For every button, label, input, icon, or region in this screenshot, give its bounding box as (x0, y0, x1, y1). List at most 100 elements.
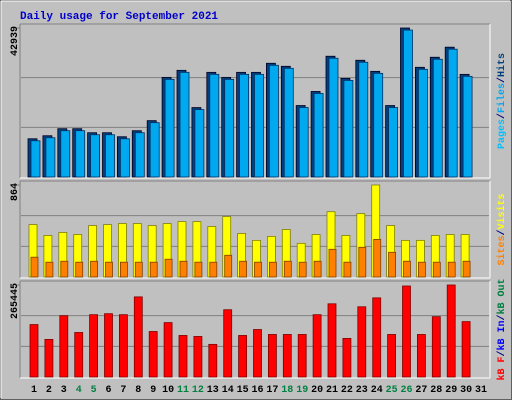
x-tick-label: 25 (386, 385, 398, 396)
bar (447, 48, 458, 178)
bar (447, 261, 456, 278)
x-tick-label: 30 (460, 385, 472, 396)
bar (417, 261, 426, 278)
legend-entry: kB F (496, 357, 508, 381)
bar (178, 335, 188, 378)
bar (223, 309, 233, 378)
x-tick-label: 12 (192, 385, 204, 396)
bar (149, 122, 160, 178)
bar (74, 332, 84, 378)
x-tick-label: 27 (415, 385, 427, 396)
bar (209, 261, 218, 278)
bar (238, 335, 248, 378)
bar (253, 329, 262, 378)
bar (268, 261, 277, 278)
bar (208, 343, 218, 378)
bar (105, 261, 113, 278)
bar (313, 260, 322, 278)
x-tick-label: 29 (445, 385, 457, 396)
x-tick-label: 5 (91, 385, 97, 396)
bar (372, 297, 382, 378)
bar (388, 251, 397, 278)
bar (75, 130, 86, 178)
bar (357, 306, 367, 378)
bar (194, 261, 203, 278)
legend-separator: / (496, 314, 508, 320)
bar (313, 93, 324, 178)
bar (193, 336, 203, 378)
bar (446, 284, 456, 378)
x-tick-label: 31 (475, 385, 487, 396)
bar (283, 67, 294, 178)
bar (44, 339, 54, 378)
x-tick-label: 19 (296, 385, 308, 396)
bar (343, 261, 352, 278)
bar (224, 78, 235, 178)
bar (134, 132, 145, 178)
bar (30, 256, 39, 278)
bar (164, 78, 175, 178)
x-tick-label: 15 (237, 385, 249, 396)
bar (254, 261, 262, 278)
legend-entry: Hits (496, 53, 508, 77)
bar (432, 261, 441, 278)
bar (267, 334, 277, 378)
x-tick-label: 18 (281, 385, 293, 396)
x-tick-label: 16 (251, 385, 263, 396)
bar (164, 258, 173, 278)
legend-separator: / (496, 351, 508, 357)
x-tick-label: 28 (430, 385, 442, 396)
x-tick-label: 7 (120, 385, 126, 396)
bar (403, 260, 411, 278)
legend: Sites/Visits (496, 193, 508, 265)
bar (120, 261, 128, 278)
bar (90, 134, 100, 178)
legend-entry: Visits (496, 193, 508, 229)
legend-entry: Files (496, 83, 508, 113)
bar (283, 260, 292, 278)
y-tick-label: 265445 (10, 283, 21, 319)
x-tick-label: 10 (162, 385, 174, 396)
bar (163, 322, 173, 378)
bar (358, 61, 369, 178)
bar (268, 64, 279, 178)
bar (30, 140, 41, 178)
bar (312, 314, 322, 378)
bar (224, 254, 233, 278)
bar (60, 260, 69, 278)
x-tick-label: 22 (341, 385, 353, 396)
bar (209, 73, 220, 178)
legend-entry: kB In (496, 320, 508, 350)
x-tick-label: 21 (326, 385, 338, 396)
legend: kB F/kB In/kB Out (496, 278, 508, 380)
x-tick-label: 2 (46, 385, 52, 396)
x-tick-label: 4 (76, 385, 82, 396)
legend-entry: kB Out (496, 278, 508, 314)
bar (104, 313, 113, 378)
bar (120, 138, 130, 178)
bar (327, 303, 337, 378)
bar (29, 324, 39, 378)
legend-separator: / (496, 229, 508, 235)
bar (75, 261, 84, 278)
bar (149, 261, 158, 278)
x-tick-label: 14 (222, 385, 234, 396)
bar (179, 71, 190, 178)
bar (239, 260, 248, 278)
bar (105, 134, 115, 178)
bar (179, 260, 188, 278)
legend-entry: Sites (496, 236, 508, 266)
x-tick-label: 23 (356, 385, 368, 396)
bar (461, 321, 471, 378)
bar (239, 73, 250, 178)
x-tick-label: 11 (177, 385, 189, 396)
y-tick-label: 864 (10, 183, 21, 201)
bar (387, 334, 397, 378)
legend-separator: / (496, 77, 508, 83)
bar (373, 239, 382, 278)
bar (388, 107, 399, 178)
bar (403, 29, 413, 178)
bar (60, 130, 71, 178)
x-tick-label: 26 (400, 385, 412, 396)
bar (431, 316, 441, 378)
